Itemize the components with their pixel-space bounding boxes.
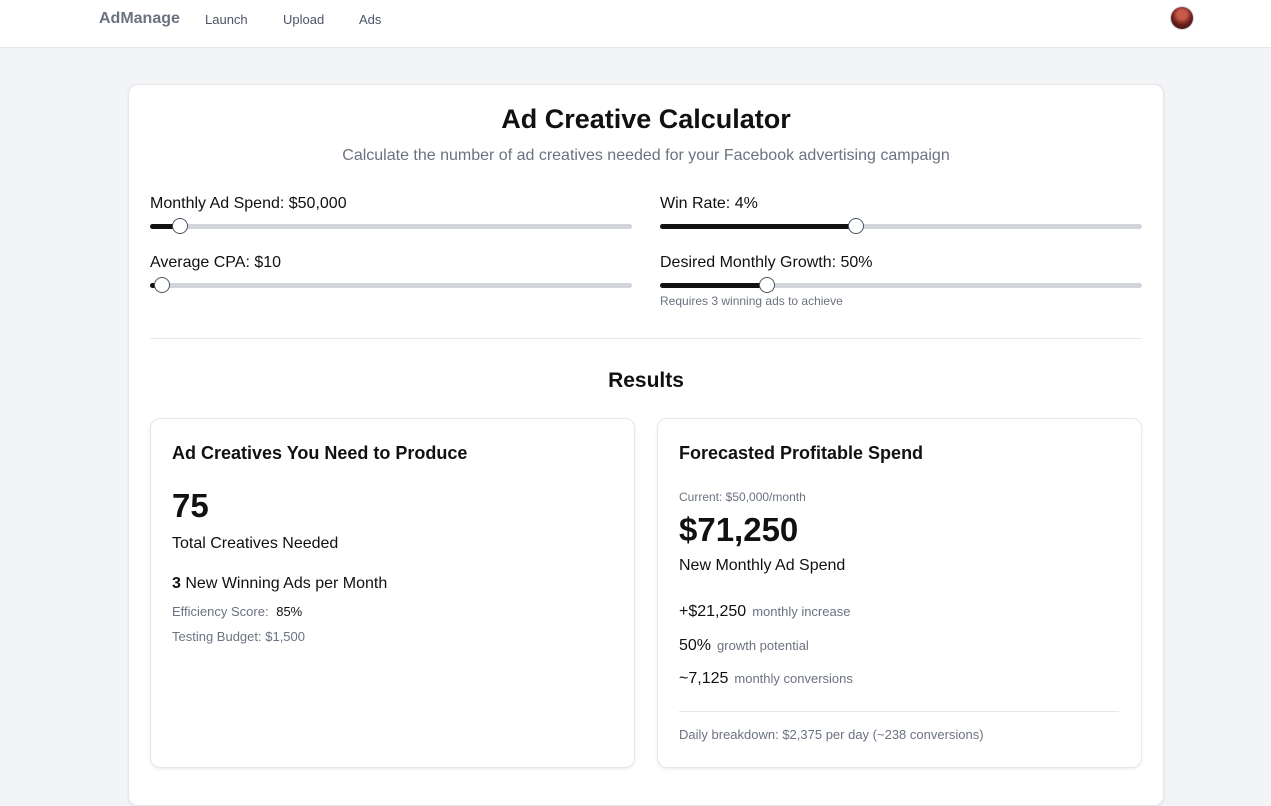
stat-label: monthly increase: [752, 604, 851, 619]
forecast-divider: [679, 711, 1119, 712]
new-spend-value: $71,250: [679, 511, 799, 548]
new-spend-label: New Monthly Ad Spend: [679, 557, 846, 574]
efficiency-label: Efficiency Score:: [172, 604, 269, 619]
results-heading: Results: [608, 369, 684, 392]
stat-growth-potential: 50% growth potential: [679, 637, 809, 655]
winning-ads-label: New Winning Ads per Month: [185, 575, 388, 592]
winning-ads-line: 3 New Winning Ads per Month: [172, 575, 387, 593]
growth-fill: [660, 283, 766, 288]
testing-budget: Testing Budget: $1,500: [172, 629, 305, 644]
section-divider: [150, 338, 1142, 339]
page-title: Ad Creative Calculator: [501, 104, 791, 134]
stat-monthly-conversions: ~7,125 monthly conversions: [679, 670, 853, 688]
stat-value: 50%: [679, 637, 712, 654]
avg-cpa-label: Average CPA: $10: [150, 254, 282, 271]
stat-value: +$21,250: [679, 603, 747, 620]
win-rate-thumb[interactable]: [847, 218, 864, 234]
forecast-result-card: [657, 418, 1142, 768]
monthly-spend-fill: [150, 224, 179, 229]
stat-monthly-increase: +$21,250 monthly increase: [679, 603, 850, 621]
winning-ads-count: 3: [172, 575, 181, 592]
forecast-card-title: Forecasted Profitable Spend: [679, 443, 924, 463]
top-navbar: AdManage Launch Upload Ads: [0, 0, 1271, 48]
monthly-spend-label: Monthly Ad Spend: $50,000: [150, 195, 347, 212]
stat-label: monthly conversions: [734, 671, 853, 686]
nav-link-launch[interactable]: Launch: [205, 12, 248, 27]
growth-label: Desired Monthly Growth: 50%: [660, 254, 873, 271]
brand-logo[interactable]: AdManage: [99, 10, 180, 27]
stat-value: ~7,125: [679, 670, 729, 687]
growth-slider[interactable]: [660, 277, 1142, 293]
growth-thumb[interactable]: [758, 277, 775, 293]
avg-cpa-thumb[interactable]: [154, 277, 171, 293]
nav-link-ads[interactable]: Ads: [359, 12, 382, 27]
monthly-spend-thumb[interactable]: [171, 218, 188, 234]
page-subtitle: Calculate the number of ad creatives nee…: [342, 147, 950, 164]
creatives-card-title: Ad Creatives You Need to Produce: [172, 443, 468, 463]
efficiency-score: Efficiency Score: 85%: [172, 604, 302, 619]
win-rate-label: Win Rate: 4%: [660, 195, 758, 212]
total-creatives-label: Total Creatives Needed: [172, 535, 339, 552]
avg-cpa-slider[interactable]: [150, 277, 632, 293]
nav-link-upload[interactable]: Upload: [283, 12, 325, 27]
win-rate-slider[interactable]: [660, 218, 1142, 234]
current-spend: Current: $50,000/month: [679, 490, 806, 504]
creatives-result-card: [150, 418, 635, 768]
daily-breakdown: Daily breakdown: $2,375 per day (~238 co…: [679, 727, 984, 742]
growth-hint: Requires 3 winning ads to achieve: [660, 294, 843, 308]
stat-label: growth potential: [717, 638, 809, 653]
win-rate-fill: [660, 224, 855, 229]
efficiency-value: 85%: [276, 604, 303, 619]
monthly-spend-slider[interactable]: [150, 218, 632, 234]
total-creatives-value: 75: [172, 487, 209, 524]
user-avatar[interactable]: [1171, 7, 1193, 29]
